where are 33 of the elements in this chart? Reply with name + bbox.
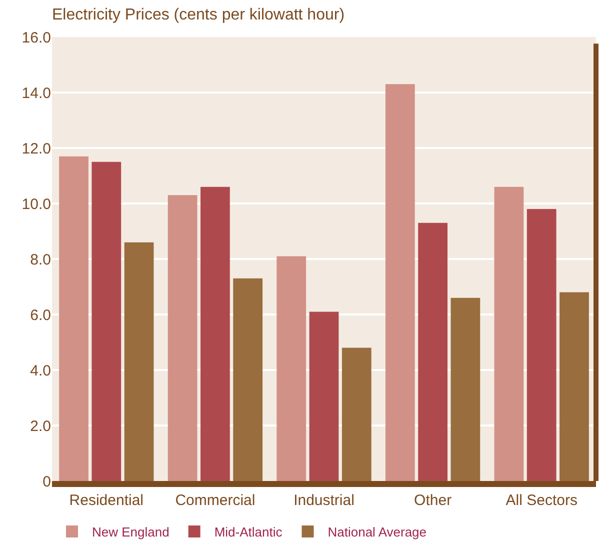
y-tick-label: 2.0 xyxy=(30,418,51,435)
x-tick-label: Industrial xyxy=(294,492,354,509)
y-tick-label: 16.0 xyxy=(22,29,51,46)
bar xyxy=(92,162,122,481)
y-tick-label: 0 xyxy=(42,473,51,490)
bar xyxy=(59,156,88,481)
chart-title: Electricity Prices (cents per kilowatt hour) xyxy=(52,6,345,24)
y-tick-label: 4.0 xyxy=(30,362,51,380)
bar xyxy=(124,242,154,481)
bar xyxy=(418,222,448,481)
y-tick-label: 6.0 xyxy=(30,306,51,324)
legend-label: New England xyxy=(92,524,170,540)
y-tick-label: 10.0 xyxy=(22,196,51,213)
bar xyxy=(168,195,198,481)
x-tick-label: All Sectors xyxy=(506,492,578,509)
bar xyxy=(450,298,480,481)
legend-label: Mid-Atlantic xyxy=(214,524,283,540)
bar xyxy=(276,256,306,481)
x-tick-label: Other xyxy=(414,492,452,509)
bar xyxy=(200,186,230,481)
y-tick-label: 14.0 xyxy=(22,84,51,102)
bar xyxy=(385,84,415,481)
bar xyxy=(494,186,524,481)
bar xyxy=(342,348,372,481)
bar xyxy=(526,209,556,481)
y-tick-label: 8.0 xyxy=(30,251,51,268)
bar xyxy=(309,312,339,481)
legend-label: National Average xyxy=(328,524,427,540)
x-tick-label: Residential xyxy=(69,492,144,509)
bar xyxy=(233,278,263,481)
bar xyxy=(560,292,589,481)
y-tick-label: 12.0 xyxy=(22,140,51,158)
x-tick-label: Commercial xyxy=(175,492,256,509)
